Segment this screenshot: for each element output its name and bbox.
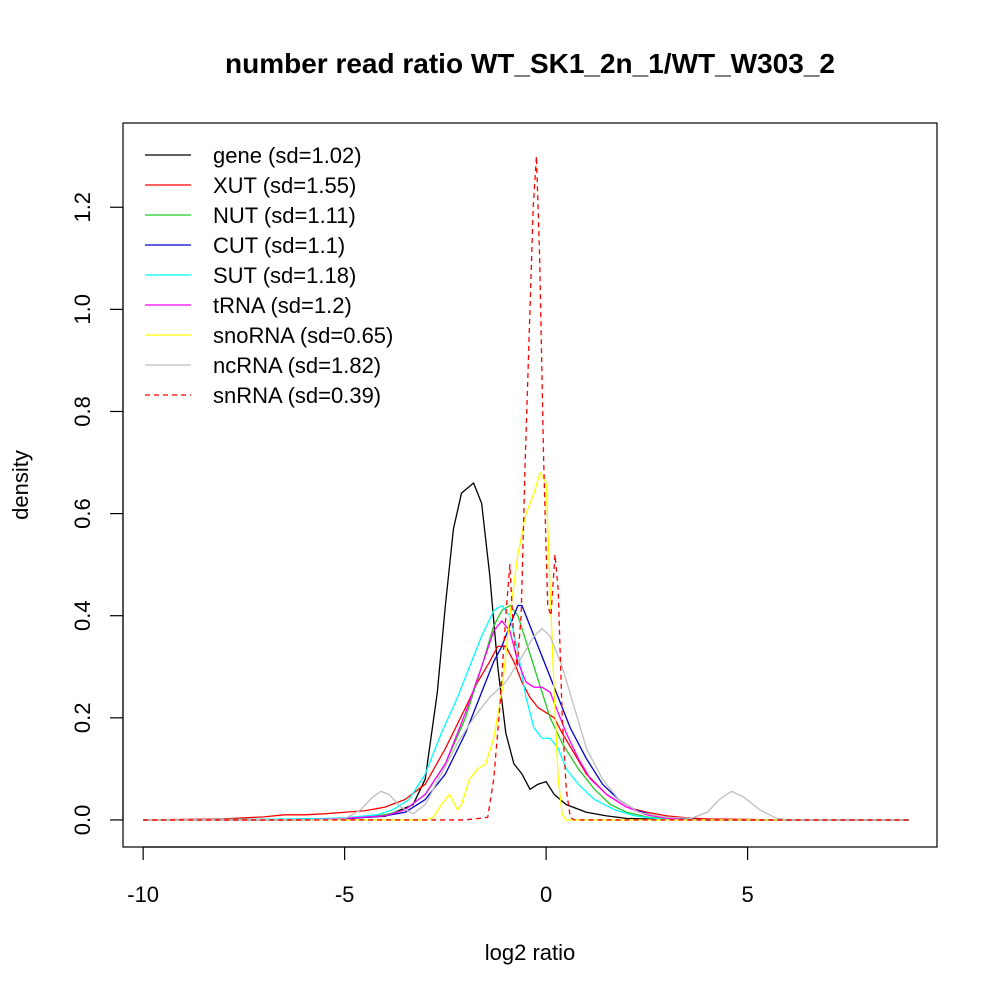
x-tick-label: -5 [335,882,355,907]
legend-label: SUT (sd=1.18) [213,263,356,288]
series-line-0 [143,482,909,821]
plot-frame [122,122,938,848]
y-axis: 0.0 0.2 0.4 0.6 0.8 1.0 1.2 [70,192,124,836]
y-tick-label: 0.2 [70,703,95,734]
legend-label: NUT (sd=1.11) [213,203,356,228]
x-axis: -10 -5 0 5 [127,846,754,907]
legend-label: ncRNA (sd=1.82) [213,353,381,378]
y-tick-label: 0.4 [70,600,95,631]
x-tick-label: 5 [741,882,753,907]
y-tick-label: 1.0 [70,294,95,325]
legend-label: CUT (sd=1.1) [213,233,345,258]
legend-label: snoRNA (sd=0.65) [213,323,393,348]
x-tick-label: 0 [540,882,552,907]
series-lines [143,155,909,821]
legend: gene (sd=1.02) XUT (sd=1.55) NUT (sd=1.11)… [145,143,393,408]
x-tick-label: -10 [127,882,159,907]
legend-label: gene (sd=1.02) [213,143,362,168]
series-line-3 [143,604,909,821]
series-line-5 [143,620,909,821]
y-axis-label: density [8,450,33,520]
series-line-1 [143,645,909,821]
legend-label: snRNA (sd=0.39) [213,383,381,408]
y-tick-label: 0.8 [70,396,95,427]
series-line-6 [143,472,909,821]
chart-title: number read ratio WT_SK1_2n_1/WT_W303_2 [225,48,835,79]
series-line-4 [143,604,909,821]
x-axis-label: log2 ratio [485,940,576,965]
series-line-2 [143,604,909,821]
series-line-7 [143,627,909,821]
legend-label: tRNA (sd=1.2) [213,293,352,318]
y-tick-label: 0.0 [70,805,95,836]
y-tick-label: 1.2 [70,192,95,223]
y-tick-label: 0.6 [70,498,95,529]
legend-label: XUT (sd=1.55) [213,173,356,198]
